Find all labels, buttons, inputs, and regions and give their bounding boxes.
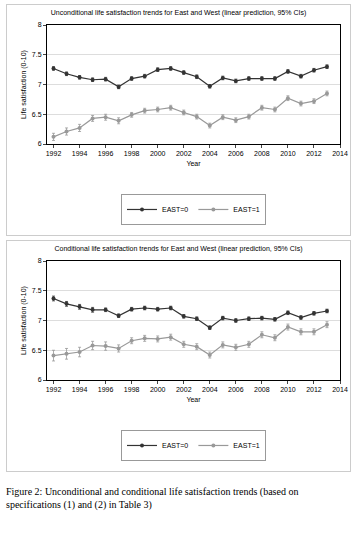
svg-text:1992: 1992 [46,150,62,157]
svg-text:2004: 2004 [202,386,218,393]
svg-text:2000: 2000 [150,386,166,393]
svg-text:2008: 2008 [254,386,270,393]
svg-text:EAST=1: EAST=1 [233,442,259,449]
svg-text:EAST=0: EAST=0 [162,206,188,213]
svg-text:Unconditional life satisfactio: Unconditional life satisfaction trends f… [51,9,307,17]
svg-text:Conditional life satisfaction: Conditional life satisfaction trends for… [54,245,302,253]
svg-text:7: 7 [38,317,42,324]
svg-text:1996: 1996 [98,150,114,157]
svg-text:2004: 2004 [202,150,218,157]
svg-text:1998: 1998 [124,150,140,157]
svg-text:Year: Year [186,396,201,403]
svg-text:1994: 1994 [72,386,88,393]
svg-text:2012: 2012 [306,150,322,157]
svg-text:6.5: 6.5 [32,347,42,354]
svg-text:2012: 2012 [306,386,322,393]
svg-text:1998: 1998 [124,386,140,393]
svg-text:2008: 2008 [254,150,270,157]
svg-text:8: 8 [38,21,42,28]
svg-text:Life satisfaction (0-10): Life satisfaction (0-10) [20,50,28,119]
svg-text:1994: 1994 [72,150,88,157]
svg-text:2014: 2014 [332,150,348,157]
svg-text:7: 7 [38,81,42,88]
svg-text:2010: 2010 [280,386,296,393]
svg-text:2000: 2000 [150,150,166,157]
svg-text:2002: 2002 [176,150,192,157]
svg-text:1996: 1996 [98,386,114,393]
svg-text:6.5: 6.5 [32,111,42,118]
svg-text:2006: 2006 [228,150,244,157]
svg-text:EAST=1: EAST=1 [233,206,259,213]
svg-text:EAST=0: EAST=0 [162,442,188,449]
svg-text:6: 6 [38,140,42,147]
svg-text:8: 8 [38,257,42,264]
svg-text:1992: 1992 [46,386,62,393]
svg-text:2002: 2002 [176,386,192,393]
svg-text:Life satisfaction (0-10): Life satisfaction (0-10) [20,286,28,355]
svg-text:2006: 2006 [228,386,244,393]
svg-text:6: 6 [38,376,42,383]
svg-text:2014: 2014 [332,386,348,393]
svg-text:Year: Year [186,160,201,167]
html-text:Figure 2: Unconditional and co: Figure 2: Unconditional and conditional … [6,486,299,510]
svg-text:7.5: 7.5 [32,51,42,58]
svg-text:2010: 2010 [280,150,296,157]
svg-text:7.5: 7.5 [32,287,42,294]
